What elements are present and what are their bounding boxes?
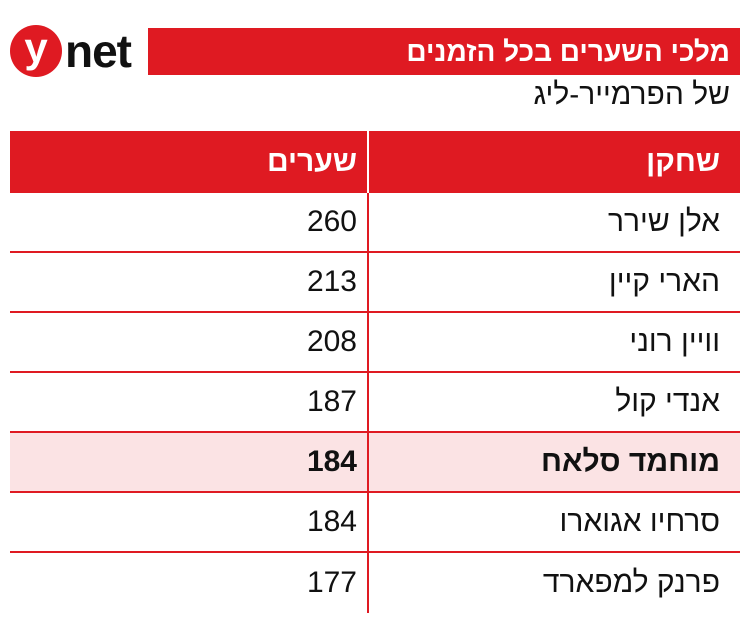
page-subtitle: של הפרמייר-ליג [533,78,730,111]
table-row: אלן שירר 260 [10,193,740,253]
goals-cell: 187 [10,373,369,431]
goals-cell: 260 [10,193,369,251]
player-name: פרנק למפארד [542,566,720,599]
page-title: מלכי השערים בכל הזמנים [148,28,740,75]
player-name: אנדי קול [615,385,720,418]
goals-cell: 184 [10,493,369,551]
table-row: פרנק למפארד 177 [10,553,740,613]
goals-value: 213 [306,265,357,298]
table-row: סרחיו אגוארו 184 [10,493,740,553]
top-scorers-table: שחקן שערים אלן שירר 260 הארי קיין 213 וו… [10,131,740,613]
player-name: מוחמד סלאח [541,445,720,478]
goals-value: 184 [306,505,357,538]
table-row-highlighted: מוחמד סלאח 184 [10,433,740,493]
player-name: סרחיו אגוארו [559,505,720,538]
header-player: שחקן [646,145,720,178]
goals-value: 177 [306,566,357,599]
goals-cell: 213 [10,253,369,311]
goals-cell: 208 [10,313,369,371]
player-name: אלן שירר [607,205,720,238]
goals-value: 184 [306,445,357,478]
table-row: אנדי קול 187 [10,373,740,433]
goals-cell: 177 [10,553,369,613]
goals-value: 260 [306,205,357,238]
table-header-row: שחקן שערים [10,131,740,193]
player-name: וויין רוני [629,325,720,358]
table-row: הארי קיין 213 [10,253,740,313]
ynet-logo: y net [10,25,132,77]
goals-cell: 184 [10,433,369,491]
header-goals: שערים [10,131,369,193]
player-name: הארי קיין [608,265,720,298]
logo-text: net [65,25,132,77]
goals-value: 208 [306,325,357,358]
logo-mark: y [10,25,62,77]
goals-value: 187 [306,385,357,418]
table-row: וויין רוני 208 [10,313,740,373]
